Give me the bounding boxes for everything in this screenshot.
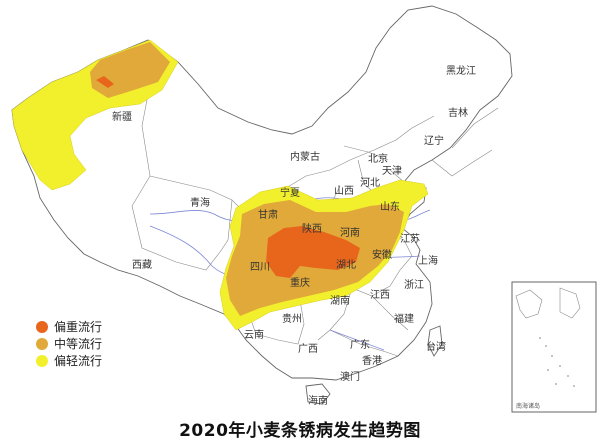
label-heilongjiang: 黑龙江 <box>446 64 476 77</box>
legend-swatch-medium <box>36 337 48 350</box>
label-shaanxi: 陕西 <box>302 222 322 235</box>
province-labels: 新疆 西藏 青海 甘肃 宁夏 内蒙古 北京 天津 河北 山西 陕西 四川 重庆 … <box>112 64 476 407</box>
legend-label-severe: 偏重流行 <box>54 320 103 334</box>
label-hainan: 海南 <box>308 394 328 407</box>
label-beijing: 北京 <box>368 152 388 165</box>
label-xianggang: 香港 <box>362 355 382 367</box>
label-aomen: 澳门 <box>340 370 360 383</box>
label-anhui: 安徽 <box>372 248 392 261</box>
label-taiwan: 台湾 <box>426 340 446 353</box>
label-henan: 河南 <box>340 226 360 239</box>
label-jiangsu: 江苏 <box>400 232 420 245</box>
label-ningxia: 宁夏 <box>280 186 300 199</box>
legend: 偏重流行 中等流行 偏轻流行 <box>36 318 156 369</box>
zone-severe-central <box>266 226 360 278</box>
label-gansu: 甘肃 <box>258 208 278 221</box>
label-jilin: 吉林 <box>448 106 468 119</box>
inset-label: 南海诸岛 <box>516 402 540 410</box>
label-fujian: 福建 <box>394 312 414 325</box>
zone-severe-xinjiang <box>96 76 114 88</box>
label-zhejiang: 浙江 <box>404 279 424 291</box>
label-neimenggu: 内蒙古 <box>290 150 320 163</box>
legend-swatch-light <box>36 354 48 367</box>
label-liaoning: 辽宁 <box>424 134 444 147</box>
label-hunan: 湖南 <box>330 294 350 307</box>
label-hubei: 湖北 <box>336 259 356 271</box>
south-china-sea-inset: 南海诸岛 <box>511 281 597 413</box>
label-tianjin: 天津 <box>382 165 402 177</box>
legend-item-light: 偏轻流行 <box>36 352 156 369</box>
label-hebei: 河北 <box>360 177 380 189</box>
label-shanxi: 山西 <box>334 185 354 197</box>
label-shandong: 山东 <box>380 200 400 213</box>
label-chongqing: 重庆 <box>290 276 310 289</box>
label-guangxi: 广西 <box>298 343 318 355</box>
label-qinghai: 青海 <box>190 196 210 209</box>
label-guangdong: 广东 <box>350 338 370 351</box>
label-guizhou: 贵州 <box>282 312 302 325</box>
map-title: 2020年小麦条锈病发生趋势图 <box>179 421 421 441</box>
taiwan-island <box>427 325 443 357</box>
legend-label-light: 偏轻流行 <box>54 354 103 368</box>
legend-item-medium: 中等流行 <box>36 335 156 352</box>
label-jiangxi: 江西 <box>370 289 390 301</box>
label-xizang: 西藏 <box>132 259 152 271</box>
hainan-island <box>305 383 331 405</box>
label-yunnan: 云南 <box>244 328 264 341</box>
legend-label-medium: 中等流行 <box>54 337 103 351</box>
legend-item-severe: 偏重流行 <box>36 318 156 335</box>
label-shanghai: 上海 <box>418 254 438 267</box>
label-xinjiang: 新疆 <box>112 110 132 123</box>
legend-swatch-severe <box>36 320 48 333</box>
label-sichuan: 四川 <box>250 262 270 273</box>
